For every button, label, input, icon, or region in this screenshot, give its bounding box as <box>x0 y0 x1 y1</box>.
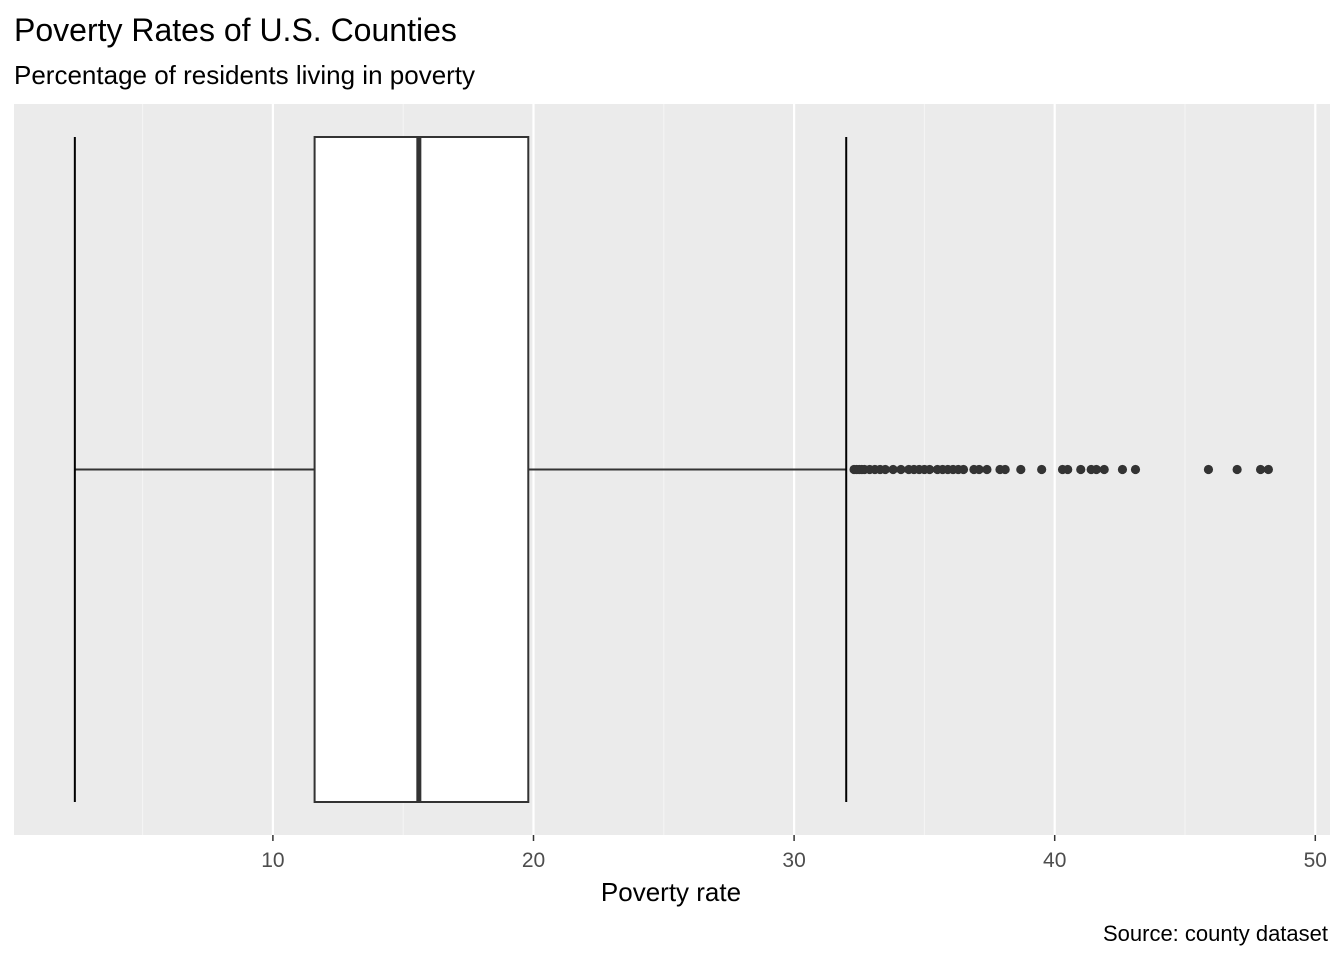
outlier-point <box>880 464 890 475</box>
x-tick-label: 10 <box>261 849 284 872</box>
x-tick-label: 40 <box>1043 849 1066 872</box>
outlier-point <box>958 464 969 475</box>
x-axis-label: Poverty rate <box>601 877 741 907</box>
outlier-point <box>888 464 898 475</box>
outlier-point <box>1263 464 1273 475</box>
chart-caption: Source: county dataset <box>1103 921 1328 946</box>
outlier-point <box>1232 464 1242 475</box>
x-tick-label: 20 <box>522 849 545 872</box>
chart-subtitle: Percentage of residents living in povert… <box>14 60 475 90</box>
x-axis-ticks <box>272 835 1317 841</box>
outlier-point <box>1091 464 1101 475</box>
x-tick-label: 30 <box>782 849 805 872</box>
outlier-point <box>1037 464 1047 475</box>
chart-title: Poverty Rates of U.S. Counties <box>14 12 457 48</box>
iqr-box <box>313 136 530 803</box>
x-tick-label: 50 <box>1304 849 1327 872</box>
outlier-point <box>1099 464 1109 475</box>
outlier-point <box>1016 464 1026 475</box>
outlier-point <box>1255 464 1266 475</box>
outlier-point <box>1076 464 1086 475</box>
outlier-point <box>925 464 935 475</box>
outlier-point <box>1117 464 1128 475</box>
outlier-point <box>1130 464 1141 475</box>
box <box>73 136 848 803</box>
outlier-point <box>982 464 992 475</box>
outlier-point <box>1063 464 1073 475</box>
outlier-point <box>974 464 984 475</box>
outliers <box>849 464 1273 475</box>
outlier-point <box>1203 464 1214 475</box>
outlier-point <box>1000 464 1010 475</box>
outlier-point <box>896 464 906 475</box>
x-axis-tick-labels: 10 20 30 40 50 <box>261 849 1327 872</box>
